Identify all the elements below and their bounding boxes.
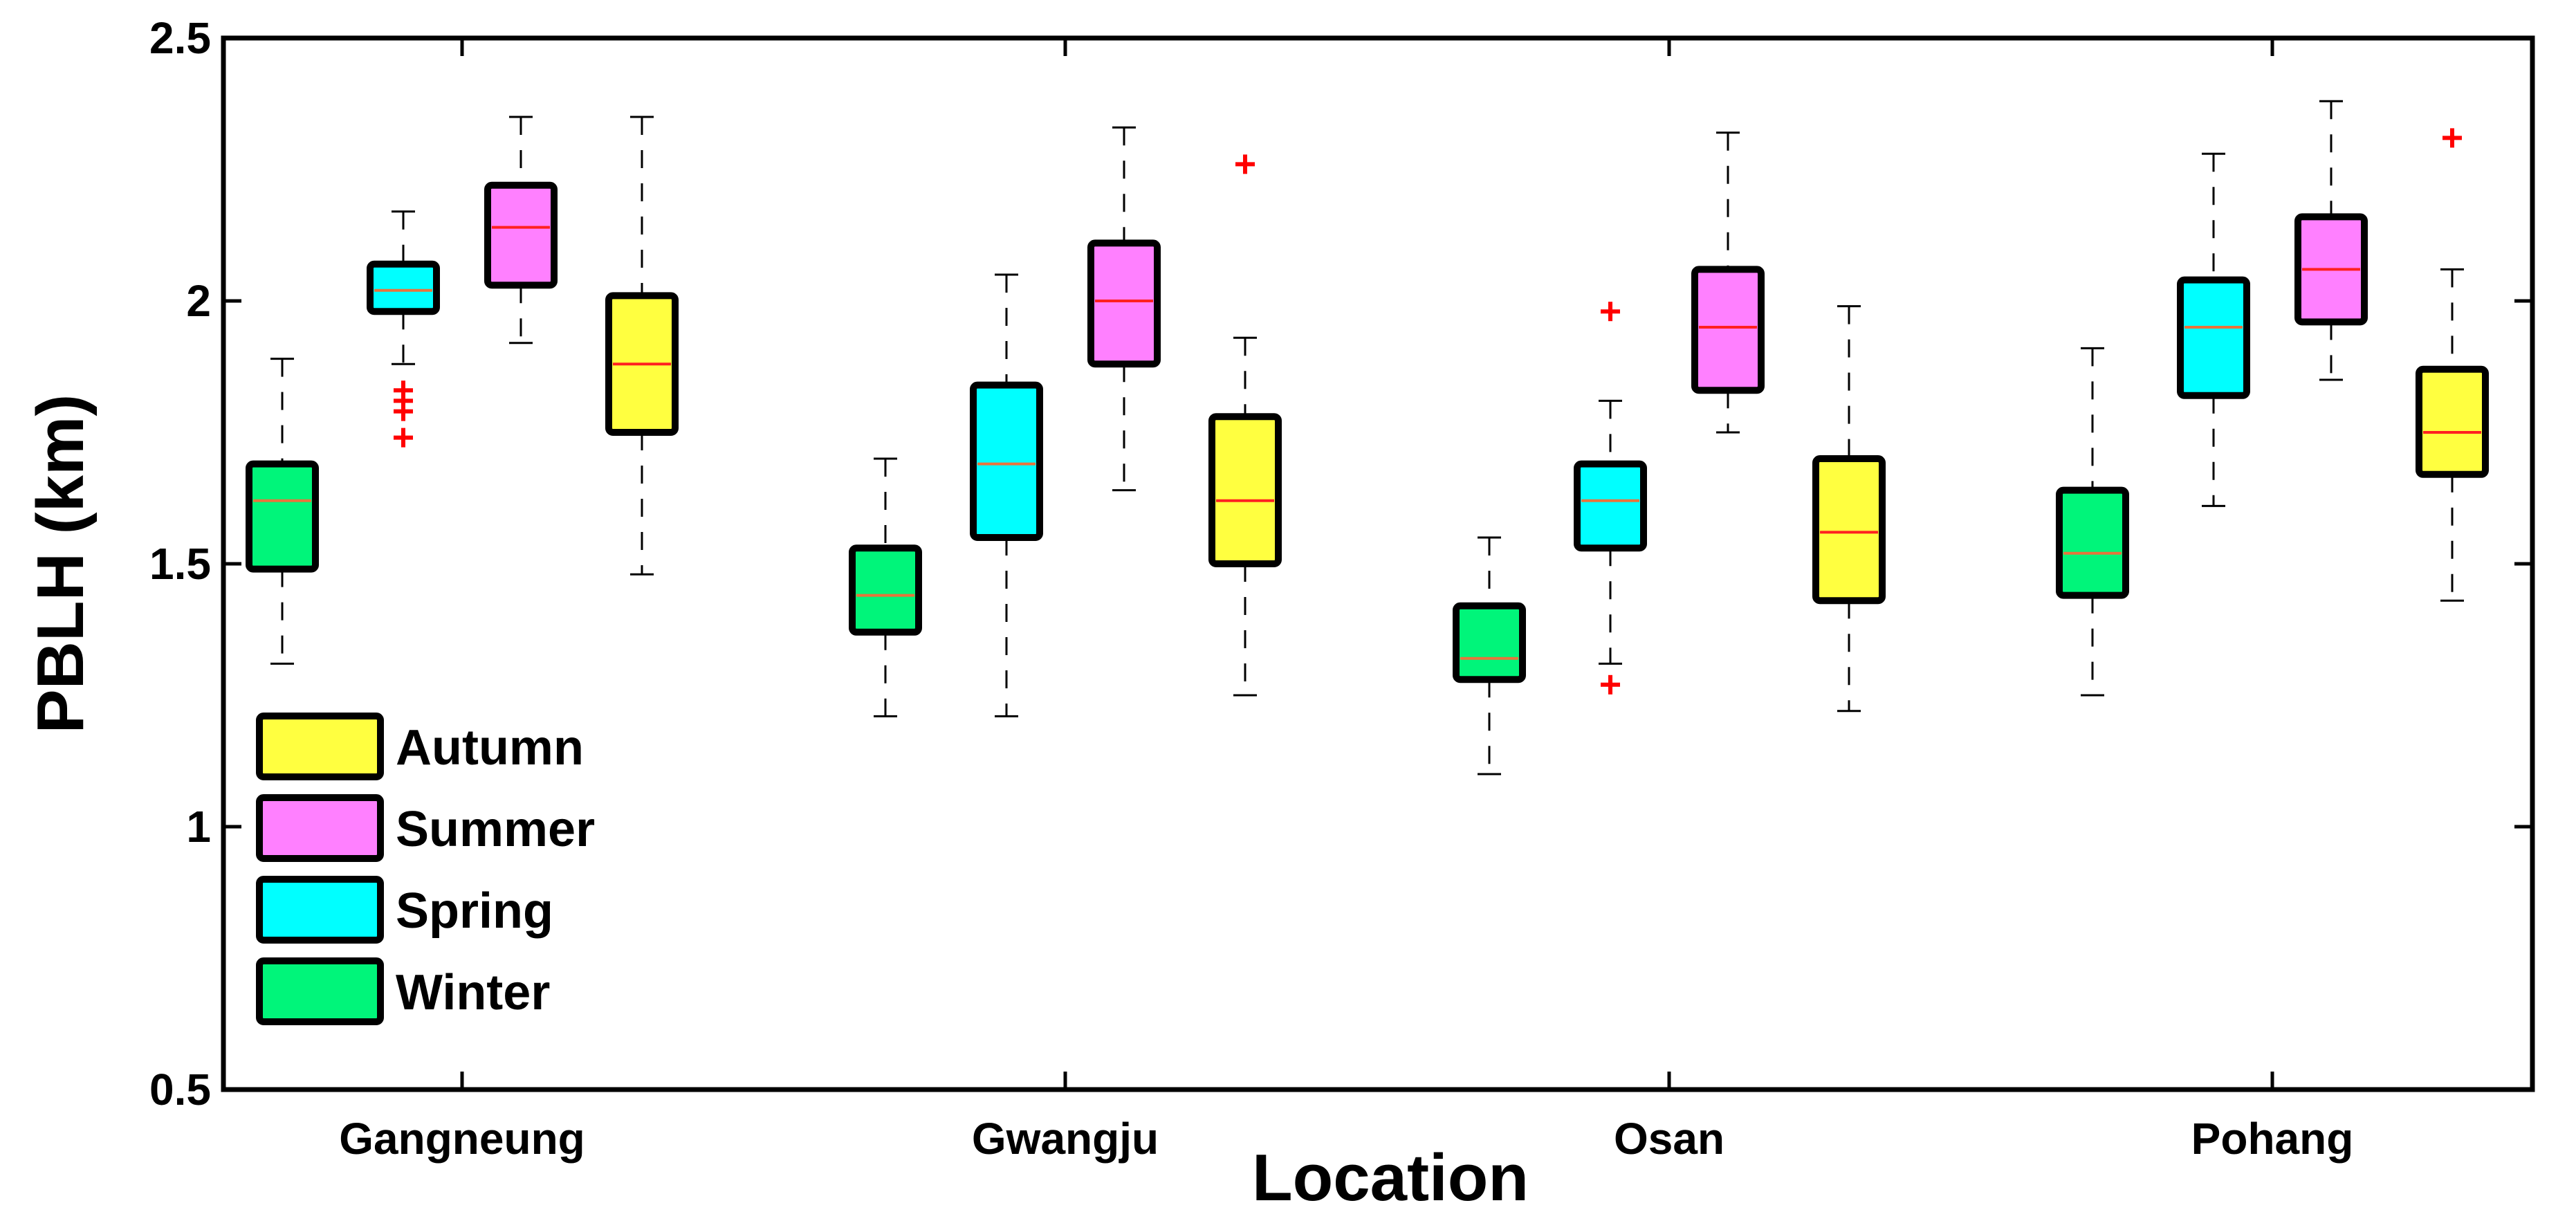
- legend: Autumn Summer Spring Winter: [256, 713, 595, 1025]
- box-spring-osan: [1574, 302, 1647, 695]
- iqr-box: [1574, 460, 1647, 552]
- legend-item-spring: Spring: [256, 876, 553, 944]
- box-summer-gangneung: [484, 116, 558, 345]
- legend-swatch: [256, 794, 384, 862]
- legend-item-autumn: Autumn: [256, 713, 584, 780]
- iqr-box: [2177, 276, 2250, 399]
- box-summer-gwangju: [1087, 126, 1161, 492]
- legend-label: Summer: [396, 802, 595, 857]
- y-axis-title: PBLH (km): [24, 394, 98, 734]
- box-winter-pohang: [2056, 347, 2129, 697]
- outlier-marker: [1235, 154, 1255, 174]
- outlier-marker: [394, 428, 413, 448]
- box-autumn-gangneung: [605, 116, 679, 576]
- box-spring-pohang: [2177, 152, 2250, 507]
- y-tick-label: 1.5: [149, 539, 211, 589]
- outlier-marker: [1601, 302, 1620, 322]
- legend-swatch: [256, 957, 384, 1025]
- box-winter-gwangju: [849, 457, 922, 717]
- legend-swatch: [256, 713, 384, 780]
- box-spring-gwangju: [970, 273, 1043, 717]
- legend-swatch: [256, 876, 384, 944]
- axis-layer: 0.5 1 1.5 2 2.5 Gangneung Gwangju Osan Pohang: [149, 13, 2532, 1164]
- box-summer-pohang: [2294, 100, 2368, 381]
- iqr-box: [484, 181, 558, 289]
- y-tick-label: 2.5: [149, 13, 211, 63]
- x-tick-label: Osan: [1614, 1114, 1724, 1164]
- plot-frame: [221, 35, 2535, 1092]
- box-autumn-osan: [1812, 305, 1886, 713]
- iqr-box: [367, 260, 440, 315]
- iqr-box: [1453, 602, 1526, 683]
- legend-item-summer: Summer: [256, 794, 595, 862]
- legend-label: Spring: [396, 883, 553, 939]
- y-tick-label: 0.5: [149, 1065, 211, 1114]
- iqr-box: [246, 460, 319, 573]
- outlier-marker: [394, 380, 413, 401]
- outlier-marker: [2442, 128, 2462, 148]
- iqr-box: [1208, 413, 1282, 568]
- y-tick-label: 1: [186, 802, 211, 852]
- x-axis-title: Location: [1252, 1141, 1529, 1215]
- box-winter-osan: [1453, 536, 1526, 775]
- iqr-box: [2056, 486, 2129, 599]
- y-tick-label: 2: [186, 276, 211, 326]
- box-summer-osan: [1691, 131, 1765, 434]
- iqr-box: [1087, 239, 1161, 368]
- box-spring-gangneung: [367, 210, 440, 448]
- x-tick-label: Gangneung: [339, 1114, 585, 1164]
- legend-label: Winter: [396, 965, 550, 1020]
- box-autumn-pohang: [2416, 128, 2489, 602]
- iqr-box: [849, 544, 922, 636]
- legend-label: Autumn: [396, 720, 584, 775]
- outlier-marker: [1601, 674, 1620, 695]
- iqr-box: [2416, 365, 2489, 478]
- x-tick-label: Pohang: [2191, 1114, 2354, 1164]
- iqr-box: [970, 381, 1043, 541]
- box-winter-gangneung: [246, 358, 319, 665]
- iqr-box: [1691, 266, 1765, 394]
- plot-layer: [246, 100, 2489, 775]
- legend-item-winter: Winter: [256, 957, 550, 1025]
- x-tick-label: Gwangju: [972, 1114, 1159, 1164]
- box-autumn-gwangju: [1208, 154, 1282, 697]
- iqr-box: [1812, 455, 1886, 605]
